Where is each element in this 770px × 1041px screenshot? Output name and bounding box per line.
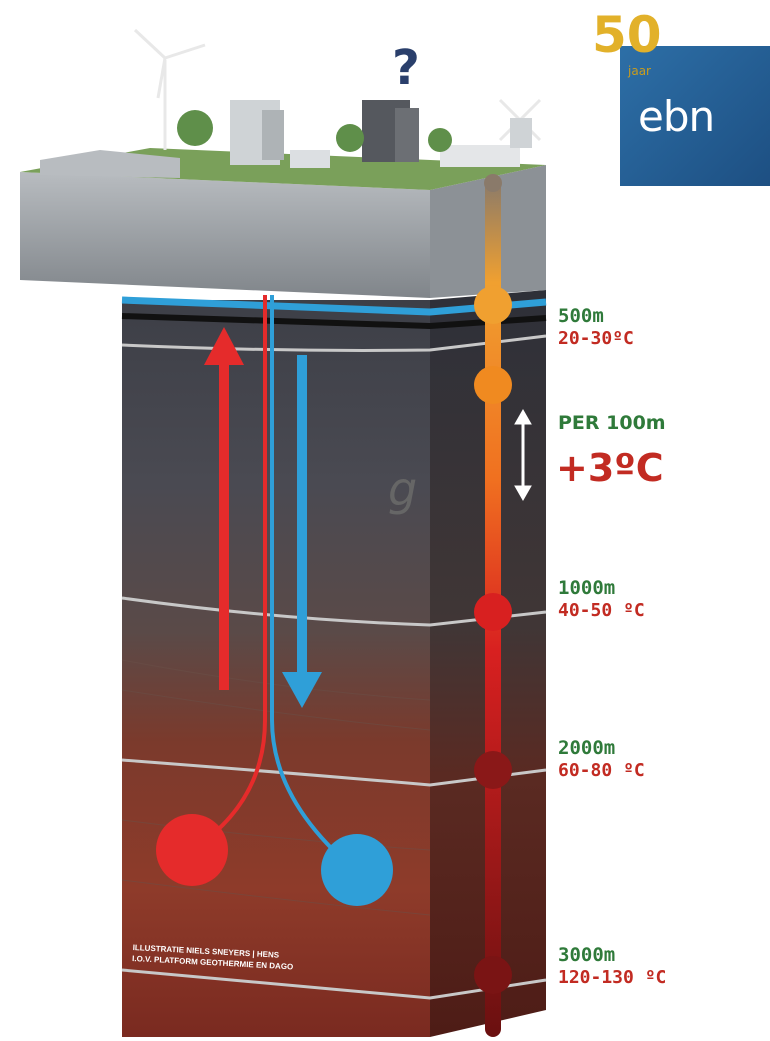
borehole-top-node xyxy=(484,174,502,192)
depth-label-2000m: 2000m xyxy=(558,737,616,759)
strata-lines xyxy=(121,334,547,1000)
question-mark: ? xyxy=(392,40,420,96)
double-arrow-icon xyxy=(514,408,532,502)
surface-buildings xyxy=(40,100,520,178)
gradient-value: +3ºC xyxy=(556,446,664,490)
depth-label-1000m: 1000m xyxy=(558,577,616,599)
temp-label-500m: 20-30ºC xyxy=(558,328,634,349)
wind-turbine-icon xyxy=(133,28,206,150)
depth-label-3000m: 3000m xyxy=(558,944,616,966)
logo-anniversary: 50 xyxy=(592,6,662,64)
temp-label-1000m: 40-50 ºC xyxy=(558,600,645,621)
ebn-logo: 50 jaar ebn xyxy=(590,6,770,186)
logo-jaar: jaar xyxy=(628,64,651,78)
hot-water-up-arrow-icon xyxy=(204,327,244,690)
gradient-label: PER 100m xyxy=(558,412,666,434)
surface-slab-front xyxy=(20,172,430,298)
logo-box xyxy=(620,46,770,186)
temp-label-2000m: 60-80 ºC xyxy=(558,760,645,781)
dark-layer xyxy=(121,313,547,330)
earth-texture xyxy=(121,659,431,916)
depth-label-500m: 500m xyxy=(558,305,604,327)
node-1000m xyxy=(474,593,512,631)
node-per-100m xyxy=(474,366,512,404)
hot-reservoir xyxy=(156,814,228,886)
temp-label-3000m: 120-130 ºC xyxy=(558,967,667,988)
cold-reservoir xyxy=(321,834,393,906)
logo-brand: ebn xyxy=(638,92,715,141)
node-3000m xyxy=(474,956,512,994)
windmill-icon xyxy=(498,98,542,148)
node-2000m xyxy=(474,751,512,789)
cold-water-down-arrow-icon xyxy=(282,355,322,708)
node-500m xyxy=(474,286,512,324)
partial-heading-letter: g xyxy=(388,462,418,516)
